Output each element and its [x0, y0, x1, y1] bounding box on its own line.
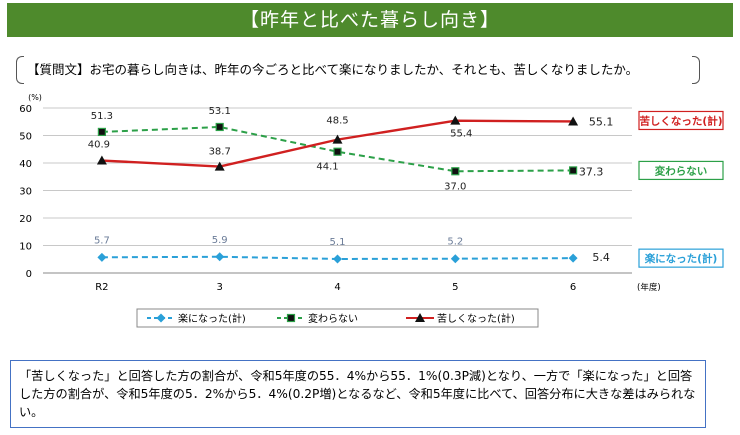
data-label-easy: 5.7 — [94, 235, 110, 246]
question-box: 【質問文】お宅の暮らし向きは、昨年の今ごろと比べて楽になりましたか、それとも、苦… — [16, 56, 700, 84]
legend-marker-easy — [156, 313, 166, 323]
data-point-same — [333, 147, 342, 156]
data-label-same: 53.1 — [209, 106, 231, 117]
x-tick-label: 6 — [570, 282, 576, 293]
data-point-same — [215, 122, 224, 132]
legend-marker-hard — [415, 313, 425, 322]
data-point-same — [451, 167, 460, 176]
data-label-easy: 5.9 — [212, 235, 228, 246]
data-point-same — [568, 166, 578, 175]
data-point-hard — [96, 155, 107, 165]
legend-label-hard: 苦しくなった(計) — [437, 312, 515, 325]
data-label-easy: 5.1 — [330, 237, 346, 248]
y-axis-unit: (%) — [28, 93, 42, 102]
data-point-hard — [214, 161, 225, 171]
data-point-easy — [333, 254, 342, 264]
y-tick-label: 30 — [19, 187, 32, 198]
y-tick-label: 40 — [19, 159, 32, 170]
legend-box — [136, 308, 539, 328]
data-point-easy — [97, 252, 107, 262]
data-label-easy: 5.2 — [447, 237, 463, 248]
data-point-hard — [568, 116, 579, 126]
page-title: 【昨年と比べた暮らし向き】 — [7, 3, 733, 37]
series-label-same: 変わらない — [655, 164, 708, 177]
data-label-hard: 38.7 — [209, 147, 231, 158]
data-label-same: 37.3 — [579, 165, 604, 178]
series-label-easy: 楽になった(計) — [644, 252, 718, 265]
x-tick-label: R2 — [95, 282, 108, 293]
x-tick-label: 3 — [217, 282, 223, 293]
data-point-easy — [568, 253, 578, 263]
data-label-same: 44.1 — [316, 162, 338, 173]
y-tick-label: 0 — [26, 269, 32, 280]
legend-label-same: 変わらない — [308, 312, 358, 325]
y-tick-label: 20 — [19, 214, 32, 225]
series-label-box-easy — [638, 248, 724, 268]
data-label-easy: 5.4 — [592, 251, 610, 264]
question-label: 【質問文】 — [27, 62, 90, 77]
data-point-same — [97, 127, 107, 137]
x-axis-unit: (年度) — [637, 282, 661, 293]
data-point-easy — [450, 254, 460, 264]
summary-text: 「苦しくなった」と回答した方の割合が、令和5年度の55．4%から55．1%(0.… — [19, 369, 696, 419]
y-tick-label: 50 — [19, 132, 32, 143]
question-bracket-left — [16, 56, 24, 84]
data-label-hard: 48.5 — [326, 116, 348, 127]
question-text: お宅の暮らし向きは、昨年の今ごろと比べて楽になりましたか、それとも、苦しくなりま… — [89, 62, 639, 77]
x-tick-label: 4 — [334, 282, 340, 293]
data-label-same: 37.0 — [444, 181, 466, 192]
data-label-hard: 40.9 — [88, 140, 110, 151]
legend-marker-same — [286, 313, 296, 323]
data-label-hard: 55.1 — [589, 115, 614, 128]
y-tick-label: 60 — [19, 104, 32, 115]
series-label-hard: 苦しくなった(計) — [639, 114, 722, 127]
line-chart: 0 10 20 30 40 50 60 (%) R2 3 4 5 6 (年度) 5.7 5.9 5.1 5.2 5.… — [19, 93, 724, 328]
y-tick-label: 10 — [19, 242, 32, 253]
data-point-easy — [215, 252, 225, 262]
data-point-hard — [332, 134, 343, 144]
data-label-same: 51.3 — [91, 111, 113, 122]
x-tick-label: 5 — [452, 282, 458, 293]
data-point-hard — [450, 115, 461, 125]
legend-label-easy: 楽になった(計) — [178, 312, 246, 325]
series-label-box-same — [638, 160, 724, 181]
question-bracket-right — [692, 56, 700, 84]
summary-box: 「苦しくなった」と回答した方の割合が、令和5年度の55．4%から55．1%(0.… — [10, 360, 706, 428]
series-label-box-hard — [638, 110, 724, 131]
data-label-hard: 55.4 — [450, 129, 472, 140]
